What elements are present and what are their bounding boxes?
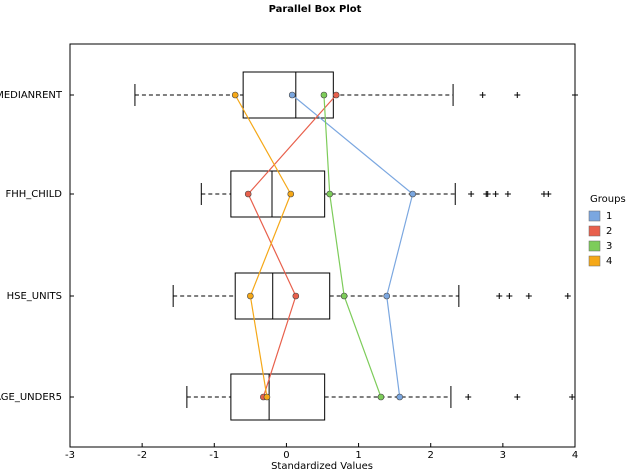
legend-swatch: [588, 255, 601, 267]
x-tick-label: -1: [209, 450, 219, 461]
box: [230, 373, 326, 421]
legend-label: 3: [606, 241, 612, 252]
legend-label: 4: [606, 256, 612, 267]
legend-swatch: [588, 225, 601, 237]
legend-label: 2: [606, 226, 612, 237]
legend-swatch: [588, 210, 601, 222]
group-point: [263, 393, 271, 401]
flier: [484, 191, 491, 197]
group-point: [340, 292, 348, 300]
group-point: [396, 393, 403, 401]
y-tick-label: FHH_CHILD: [5, 189, 62, 200]
group-point: [292, 292, 300, 300]
group-line: [291, 94, 414, 398]
plot-frame: [69, 43, 576, 448]
group-point: [409, 190, 416, 198]
y-tick-label: HSE_UNITS: [7, 291, 62, 302]
legend-label: 1: [606, 211, 612, 222]
group-point: [332, 91, 340, 99]
group-point: [383, 292, 391, 300]
x-tick-label: 3: [500, 450, 506, 461]
x-tick-label: 4: [572, 450, 578, 461]
group-line: [323, 94, 382, 398]
flier: [545, 191, 552, 197]
x-tick-label: -3: [65, 450, 75, 461]
group-point: [320, 91, 328, 99]
y-tick-label: MEDIANRENT: [0, 90, 63, 101]
x-axis-label: Standardized Values: [271, 461, 373, 472]
flier: [479, 92, 486, 98]
flier: [496, 293, 503, 299]
flier: [564, 293, 571, 299]
group-point: [247, 292, 254, 300]
y-tick-label: AGE_UNDER5: [0, 392, 62, 403]
group-point: [287, 190, 295, 198]
flier: [465, 394, 472, 400]
legend-swatch: [588, 240, 601, 252]
group-point: [326, 190, 334, 198]
box: [234, 272, 331, 320]
flier: [504, 191, 511, 197]
group-point: [288, 91, 296, 99]
flier: [572, 92, 578, 98]
box: [242, 71, 334, 119]
x-tick-label: -2: [137, 450, 147, 461]
group-line: [234, 94, 292, 398]
legend-title: Groups: [590, 194, 626, 205]
group-line: [247, 94, 337, 398]
flier: [569, 394, 576, 400]
group-point: [231, 91, 239, 99]
x-tick-label: 2: [428, 450, 434, 461]
chart-title: Parallel Box Plot: [269, 4, 362, 15]
flier: [514, 92, 521, 98]
x-tick-label: 1: [355, 450, 361, 461]
flier: [492, 191, 499, 197]
flier: [514, 394, 521, 400]
group-point: [377, 393, 385, 401]
flier: [506, 293, 513, 299]
x-tick-label: 0: [283, 450, 289, 461]
flier: [525, 293, 532, 299]
flier: [468, 191, 475, 197]
group-point: [244, 190, 252, 198]
